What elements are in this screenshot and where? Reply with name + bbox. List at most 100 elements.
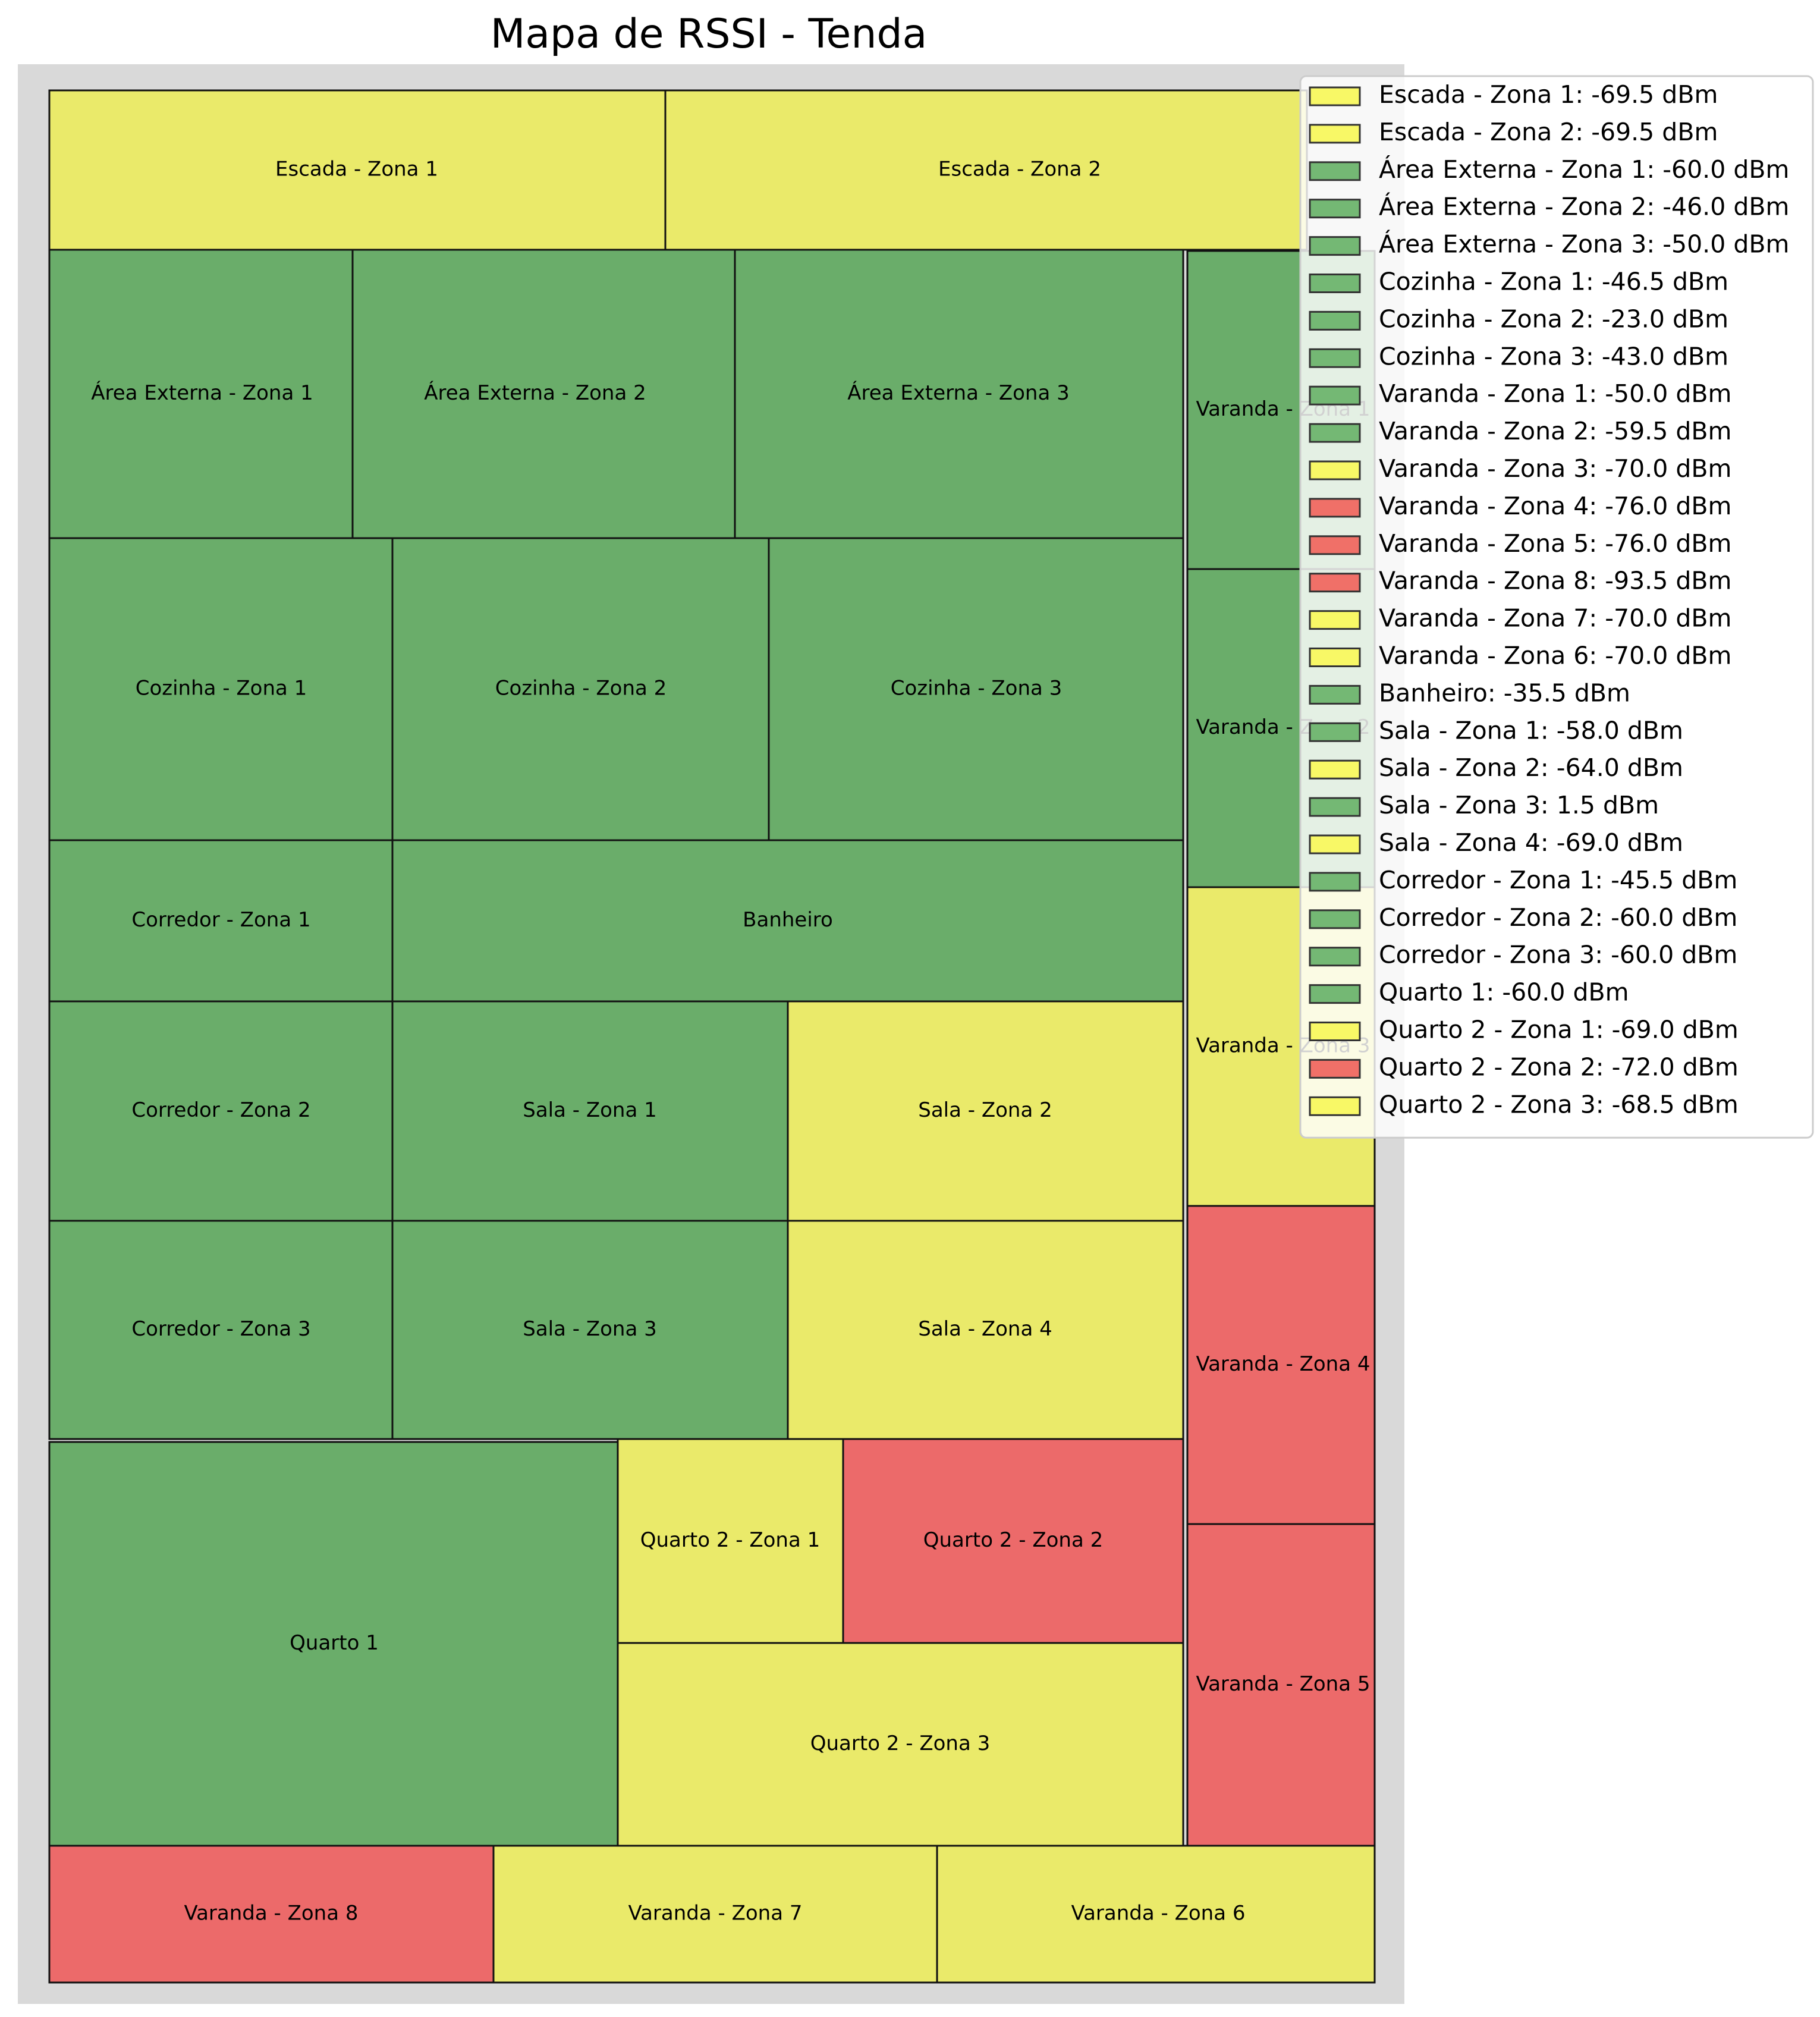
- legend-label: Banheiro: -35.5 dBm: [1379, 678, 1630, 707]
- zone-label: Escada - Zona 1: [275, 158, 438, 181]
- legend-entry: Área Externa - Zona 1: -60.0 dBm: [1309, 155, 1789, 184]
- legend-entry: Varanda - Zona 6: -70.0 dBm: [1309, 642, 1731, 670]
- zone-quarto-2-zona-3: Quarto 2 - Zona 3: [617, 1642, 1184, 1847]
- legend-swatch: [1309, 909, 1361, 929]
- legend-label: Corredor - Zona 3: -60.0 dBm: [1379, 941, 1737, 969]
- legend-entry: Cozinha - Zona 2: -23.0 dBm: [1309, 304, 1728, 333]
- legend-swatch: [1309, 1058, 1361, 1079]
- legend-swatch: [1309, 348, 1361, 368]
- legend-entry: Corredor - Zona 1: -45.5 dBm: [1309, 866, 1737, 894]
- zone-rect: [787, 1000, 1184, 1222]
- legend-swatch: [1309, 1096, 1361, 1116]
- legend-label: Área Externa - Zona 1: -60.0 dBm: [1379, 155, 1789, 184]
- legend-swatch: [1309, 610, 1361, 630]
- legend-entry: Quarto 1: -60.0 dBm: [1309, 978, 1629, 1007]
- legend-entry: Sala - Zona 3: 1.5 dBm: [1309, 791, 1659, 819]
- zone-varanda-zona-5: Varanda - Zona 5: [1186, 1523, 1376, 1847]
- zone-rect: [936, 1845, 1376, 1984]
- legend-swatch: [1309, 161, 1361, 181]
- legend-entry: Corredor - Zona 2: -60.0 dBm: [1309, 903, 1737, 932]
- legend-swatch: [1309, 423, 1361, 443]
- legend-swatch: [1309, 199, 1361, 219]
- zone-corredor-zona-3: Corredor - Zona 3: [48, 1220, 394, 1440]
- zone-label: Cozinha - Zona 3: [891, 677, 1063, 700]
- zone-varanda-zona-4: Varanda - Zona 4: [1186, 1205, 1376, 1525]
- legend-entry: Quarto 2 - Zona 1: -69.0 dBm: [1309, 1016, 1739, 1044]
- zone-label: Varanda - Zona 8: [184, 1902, 358, 1925]
- zone-quarto-2-zona-1: Quarto 2 - Zona 1: [617, 1438, 844, 1644]
- legend-label: Área Externa - Zona 2: -46.0 dBm: [1379, 193, 1789, 221]
- zones-layer: Escada - Zona 1 Escada - Zona 2 Área Exter…: [48, 89, 1376, 1984]
- map-title: Mapa de RSSI - Tenda: [491, 11, 928, 58]
- legend-swatch: [1309, 124, 1361, 144]
- zone-rect: [351, 249, 736, 539]
- zone-label: Banheiro: [743, 908, 833, 932]
- zone-label: Cozinha - Zona 2: [495, 677, 667, 700]
- legend-label: Varanda - Zona 1: -50.0 dBm: [1379, 379, 1731, 408]
- legend-label: Varanda - Zona 3: -70.0 dBm: [1379, 454, 1731, 483]
- zone-label: Varanda - Zona 6: [1071, 1902, 1245, 1925]
- legend-label: Varanda - Zona 7: -70.0 dBm: [1379, 604, 1731, 633]
- zone-sala-zona-4: Sala - Zona 4: [787, 1220, 1184, 1440]
- zone-label: Sala - Zona 4: [918, 1317, 1052, 1341]
- zone-label: Corredor - Zona 2: [131, 1098, 310, 1122]
- legend-label: Cozinha - Zona 3: -43.0 dBm: [1379, 342, 1728, 370]
- zone-rect: [492, 1845, 938, 1984]
- zone-area-externa-zona-1: Área Externa - Zona 1: [48, 249, 354, 539]
- legend-box: [1299, 75, 1814, 1139]
- legend-label: Quarto 2 - Zona 1: -69.0 dBm: [1379, 1016, 1739, 1044]
- legend-label: Sala - Zona 4: -69.0 dBm: [1379, 828, 1683, 857]
- legend-entry: Área Externa - Zona 3: -50.0 dBm: [1309, 230, 1789, 259]
- zone-area-externa-zona-2: Área Externa - Zona 2: [351, 249, 736, 539]
- legend-label: Escada - Zona 1: -69.5 dBm: [1379, 80, 1718, 109]
- legend-entry: Corredor - Zona 3: -60.0 dBm: [1309, 941, 1737, 969]
- zone-cozinha-zona-3: Cozinha - Zona 3: [768, 537, 1184, 841]
- zone-label: Escada - Zona 2: [938, 158, 1101, 181]
- legend-entry: Área Externa - Zona 2: -46.0 dBm: [1309, 193, 1789, 221]
- legend-label: Varanda - Zona 4: -76.0 dBm: [1379, 492, 1731, 520]
- legend-entry: Varanda - Zona 1: -50.0 dBm: [1309, 379, 1731, 408]
- zone-label: Varanda - Zona 5: [1196, 1672, 1370, 1696]
- zone-label: Corredor - Zona 1: [131, 908, 310, 932]
- legend-label: Área Externa - Zona 3: -50.0 dBm: [1379, 230, 1789, 259]
- legend-label: Cozinha - Zona 2: -23.0 dBm: [1379, 304, 1728, 333]
- zone-label: Quarto 2 - Zona 3: [810, 1732, 991, 1755]
- legend-swatch: [1309, 310, 1361, 331]
- zone-rect: [48, 1441, 619, 1847]
- legend-swatch: [1309, 236, 1361, 256]
- zone-varanda-zona-6: Varanda - Zona 6: [936, 1845, 1376, 1984]
- zone-sala-zona-1: Sala - Zona 1: [391, 1000, 789, 1222]
- legend-label: Escada - Zona 2: -69.5 dBm: [1379, 118, 1718, 146]
- zone-cozinha-zona-1: Cozinha - Zona 1: [48, 537, 394, 841]
- zone-rect: [48, 1220, 394, 1440]
- zone-label: Área Externa - Zona 2: [424, 381, 646, 405]
- zone-label: Sala - Zona 3: [523, 1317, 657, 1341]
- zone-label: Área Externa - Zona 1: [91, 381, 313, 405]
- zone-label: Quarto 2 - Zona 2: [923, 1528, 1104, 1552]
- legend-swatch: [1309, 984, 1361, 1004]
- zone-rect: [48, 1000, 394, 1222]
- legend-label: Varanda - Zona 8: -93.5 dBm: [1379, 567, 1731, 595]
- legend-entry: Escada - Zona 2: -69.5 dBm: [1309, 118, 1718, 146]
- legend-swatch: [1309, 385, 1361, 406]
- legend-label: Quarto 1: -60.0 dBm: [1379, 978, 1629, 1007]
- zone-label: Varanda - Zona 4: [1196, 1352, 1370, 1376]
- zone-rect: [391, 1220, 789, 1440]
- zone-label: Corredor - Zona 3: [131, 1317, 310, 1341]
- zone-quarto-1: Quarto 1: [48, 1441, 619, 1847]
- legend-swatch: [1309, 834, 1361, 854]
- legend-swatch: [1309, 1022, 1361, 1041]
- legend-label: Sala - Zona 2: -64.0 dBm: [1379, 753, 1683, 782]
- legend-label: Corredor - Zona 2: -60.0 dBm: [1379, 903, 1737, 932]
- zone-rect: [48, 249, 354, 539]
- zone-varanda-zona-8: Varanda - Zona 8: [48, 1845, 495, 1984]
- legend-label: Sala - Zona 1: -58.0 dBm: [1379, 716, 1683, 744]
- legend-swatch: [1309, 759, 1361, 780]
- legend-entry: Quarto 2 - Zona 3: -68.5 dBm: [1309, 1090, 1739, 1119]
- legend-swatch: [1309, 797, 1361, 817]
- zone-area-externa-zona-3: Área Externa - Zona 3: [734, 249, 1184, 539]
- legend-entry: Escada - Zona 1: -69.5 dBm: [1309, 80, 1718, 109]
- legend-entry: Banheiro: -35.5 dBm: [1309, 678, 1630, 707]
- legend-swatch: [1309, 498, 1361, 518]
